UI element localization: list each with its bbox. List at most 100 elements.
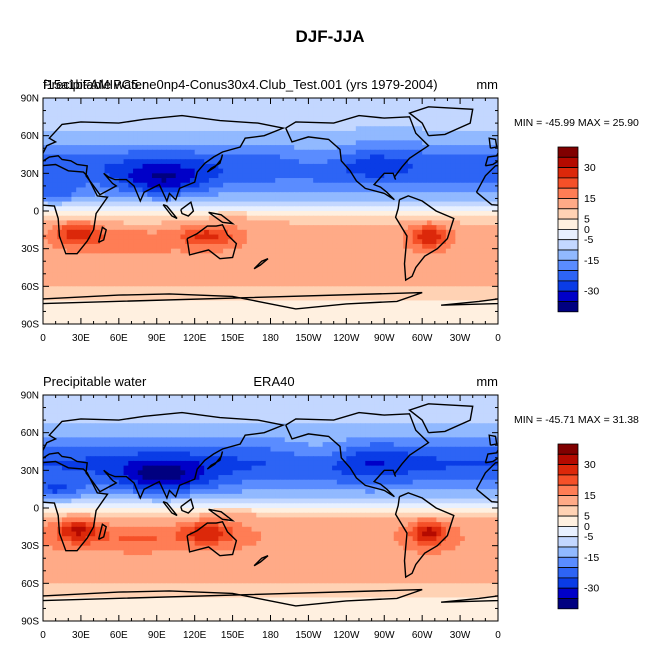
field-cell <box>66 112 73 118</box>
field-cell <box>57 215 63 222</box>
field-cell <box>417 399 423 406</box>
field-cell <box>232 248 238 254</box>
field-cell <box>317 215 324 222</box>
field-cell <box>185 178 191 184</box>
field-cell <box>332 220 338 226</box>
field-cell <box>90 107 96 113</box>
field-cell <box>261 272 267 278</box>
field-cell <box>417 126 423 132</box>
field-cell <box>133 395 139 401</box>
field-cell <box>365 295 371 302</box>
field-cell <box>71 286 77 292</box>
field-cell <box>294 112 300 118</box>
field-cell <box>109 276 115 283</box>
field-cell <box>303 225 310 231</box>
field-cell <box>351 107 357 113</box>
field-cell <box>204 281 210 287</box>
field-cell <box>80 319 87 324</box>
field-cell <box>332 300 338 306</box>
field-cell <box>175 196 182 203</box>
field-cell <box>256 291 262 297</box>
field-cell <box>180 225 186 231</box>
field-cell <box>469 149 475 156</box>
field-cell <box>251 98 257 104</box>
field-cell <box>407 173 414 179</box>
field-cell <box>370 168 376 174</box>
field-cell <box>488 206 494 212</box>
field-cell <box>71 145 77 151</box>
field-cell <box>450 220 456 226</box>
field-cell <box>166 112 172 118</box>
field-cell <box>294 399 300 406</box>
field-cell <box>71 258 77 264</box>
field-cell <box>109 178 115 184</box>
field-cell <box>251 286 257 292</box>
field-cell <box>469 300 475 306</box>
field-cell <box>336 149 343 156</box>
field-cell <box>388 206 395 212</box>
field-cell <box>327 314 333 320</box>
field-cell <box>161 182 167 189</box>
field-cell <box>170 173 177 179</box>
field-cell <box>213 314 219 320</box>
field-cell <box>360 399 366 406</box>
field-cell <box>379 187 385 193</box>
field-cell <box>441 121 447 127</box>
field-cell <box>493 121 498 127</box>
field-cell <box>289 192 295 198</box>
field-cell <box>90 211 96 217</box>
field-cell <box>351 395 357 401</box>
field-cell <box>57 159 63 165</box>
field-cell <box>133 272 139 278</box>
field-cell <box>351 243 357 250</box>
field-cell <box>270 192 276 198</box>
field-cell <box>142 258 148 264</box>
field-cell <box>99 173 106 179</box>
field-cell <box>393 168 400 174</box>
field-cell <box>294 248 300 254</box>
field-cell <box>52 196 58 203</box>
field-cell <box>270 243 276 250</box>
field-cell <box>355 211 362 217</box>
field-cell <box>237 154 243 160</box>
field-cell <box>303 286 310 292</box>
field-cell <box>398 399 404 406</box>
coastline <box>285 114 430 201</box>
field-cell <box>308 258 314 264</box>
field-cell <box>464 309 471 316</box>
field-cell <box>237 107 243 113</box>
map-field <box>43 98 498 324</box>
field-cell <box>237 206 243 212</box>
field-cell <box>246 267 253 273</box>
field-cell <box>313 281 319 287</box>
field-cell <box>246 145 253 151</box>
field-cell <box>152 182 158 189</box>
field-cell <box>185 135 191 141</box>
field-cell <box>227 121 234 127</box>
field-cell <box>90 248 96 254</box>
field-cell <box>90 267 96 273</box>
field-cell <box>332 192 338 198</box>
field-cell <box>431 126 437 132</box>
field-cell <box>85 211 91 217</box>
field-cell <box>218 234 224 240</box>
field-cell <box>128 163 134 170</box>
field-cell <box>52 112 58 118</box>
field-cell <box>128 262 134 269</box>
field-cell <box>95 276 101 283</box>
field-cell <box>412 220 419 226</box>
field-cell <box>232 149 238 156</box>
field-cell <box>251 300 257 306</box>
field-cell <box>308 272 314 278</box>
field-cell <box>460 98 466 104</box>
field-cell <box>308 192 314 198</box>
field-cell <box>251 135 257 141</box>
field-cell <box>450 121 456 127</box>
field-cell <box>189 159 196 165</box>
field-cell <box>355 126 362 132</box>
field-cell <box>388 262 395 269</box>
field-cell <box>351 168 357 174</box>
field-cell <box>47 187 54 193</box>
field-cell <box>374 163 381 170</box>
field-cell <box>237 395 243 401</box>
